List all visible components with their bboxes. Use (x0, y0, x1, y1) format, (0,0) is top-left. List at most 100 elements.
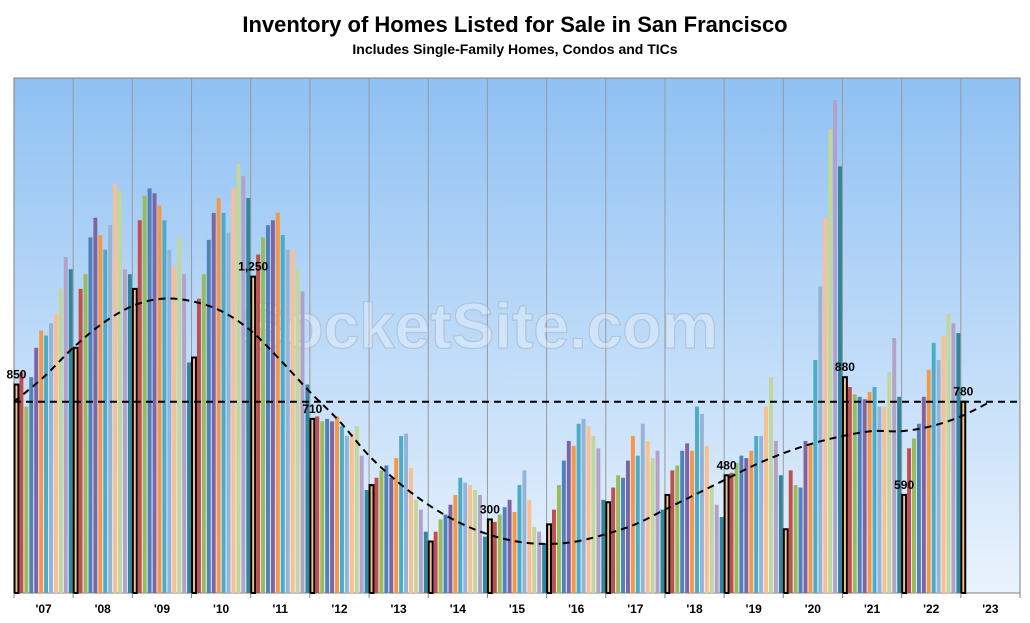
month-bar (527, 499, 532, 593)
month-bar (399, 436, 404, 593)
month-bar (49, 323, 53, 593)
data-label: 480 (717, 458, 737, 472)
month-bar (172, 266, 177, 593)
month-bar (68, 269, 73, 593)
month-bar (522, 470, 527, 593)
month-bar (290, 249, 295, 593)
month-bar (118, 190, 122, 594)
month-bar (241, 176, 246, 593)
month-bar (216, 198, 221, 593)
month-bar (162, 220, 167, 593)
month-bar (897, 396, 902, 593)
month-bar (867, 391, 872, 593)
month-bar (561, 460, 566, 593)
month-bar (122, 269, 127, 593)
month-bar (847, 387, 852, 593)
month-bar (142, 195, 147, 593)
month-bar (236, 163, 241, 594)
month-bar (778, 475, 783, 593)
month-bar (325, 418, 330, 593)
month-bar (339, 426, 344, 593)
month-bar (211, 212, 216, 593)
month-bar (537, 531, 542, 593)
month-bar (921, 396, 926, 593)
month-bar (448, 504, 453, 593)
data-label: 590 (894, 478, 914, 492)
month-bar (719, 516, 724, 593)
month-bar (709, 485, 714, 593)
x-tick-label: '23 (982, 602, 999, 616)
month-bar (655, 450, 660, 593)
month-bar (98, 234, 103, 593)
month-bar (409, 467, 413, 593)
month-bar (137, 220, 142, 593)
month-bar (127, 274, 132, 593)
month-bar (512, 512, 517, 593)
x-tick-label: '09 (154, 602, 171, 616)
month-bar (103, 249, 108, 593)
month-bar (640, 423, 645, 593)
january-bar (901, 493, 908, 594)
month-bar (507, 499, 512, 593)
month-bar (621, 477, 625, 593)
january-bar (960, 400, 967, 595)
month-bar (344, 436, 349, 593)
month-bar (305, 384, 310, 593)
january-bar (250, 275, 257, 594)
trend-line (13, 297, 991, 545)
month-bar (359, 455, 364, 593)
x-tick-label: '20 (805, 602, 822, 616)
month-bar (907, 448, 912, 593)
month-bar (266, 225, 270, 593)
month-bar (295, 269, 300, 593)
x-tick-label: '17 (627, 602, 644, 616)
x-tick-label: '14 (450, 602, 467, 616)
data-label: 850 (6, 368, 26, 382)
x-tick-label: '10 (213, 602, 230, 616)
x-tick-label: '18 (686, 602, 703, 616)
month-bar (433, 531, 438, 593)
month-bar (936, 360, 941, 593)
month-bar (931, 342, 936, 593)
data-label-layer: 850 1,250 710 300 480 880 590 780 (6, 260, 973, 517)
month-bar (882, 406, 887, 593)
chart-subtitle: Includes Single-Family Homes, Condos and… (352, 41, 678, 57)
month-bar (280, 234, 285, 593)
month-bar (951, 323, 956, 593)
month-bar (78, 288, 83, 593)
month-bar (458, 477, 463, 593)
month-bar (581, 418, 586, 593)
month-bar (413, 499, 418, 593)
x-tick-label: '12 (331, 602, 348, 616)
month-bar (680, 450, 685, 593)
month-bar (670, 470, 675, 593)
month-bar (157, 205, 162, 593)
january-bar (131, 287, 138, 594)
month-bar (699, 413, 704, 593)
month-bar (320, 421, 325, 593)
x-tick-label: '19 (746, 602, 763, 616)
month-bar (813, 360, 818, 593)
month-bar (926, 369, 931, 593)
month-bar (29, 377, 34, 593)
month-bar (354, 426, 359, 593)
month-bar (714, 504, 719, 593)
month-bar (650, 458, 655, 593)
month-bar (315, 416, 320, 593)
plot-background (13, 77, 1021, 594)
month-bar (739, 455, 744, 593)
month-bar (542, 543, 547, 593)
month-bar (246, 198, 251, 593)
month-bar (24, 406, 29, 593)
month-bar (261, 237, 265, 593)
month-bar (838, 166, 842, 594)
chart-title: Inventory of Homes Listed for Sale in Sa… (242, 12, 788, 37)
january-bar (368, 484, 375, 595)
month-bar (270, 220, 275, 593)
x-axis: '07 '08 '09 '10 '11 '12 '13 '14 '15 '16 '17 '18 '19 '… (13, 593, 1021, 616)
month-bar (586, 426, 591, 593)
month-bar (759, 436, 764, 593)
x-tick-label: '11 (273, 602, 289, 616)
data-label: 880 (835, 360, 855, 374)
month-bar (473, 490, 478, 593)
